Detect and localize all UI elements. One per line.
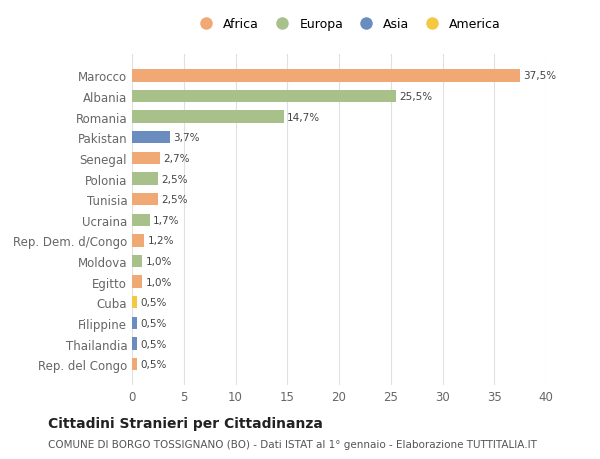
Bar [132, 214, 149, 226]
Bar [132, 276, 142, 288]
Text: 0,5%: 0,5% [140, 318, 167, 328]
Text: 1,0%: 1,0% [145, 277, 172, 287]
Bar [132, 338, 137, 350]
Bar [132, 255, 142, 268]
Text: 1,7%: 1,7% [152, 215, 179, 225]
Bar [132, 111, 284, 123]
Bar [132, 317, 137, 330]
Text: 2,5%: 2,5% [161, 195, 187, 205]
Text: 2,5%: 2,5% [161, 174, 187, 184]
Bar [132, 91, 396, 103]
Bar [132, 297, 137, 309]
Text: 1,2%: 1,2% [148, 236, 174, 246]
Legend: Africa, Europa, Asia, America: Africa, Europa, Asia, America [193, 18, 501, 31]
Bar [132, 152, 160, 165]
Bar [132, 70, 520, 83]
Text: 0,5%: 0,5% [140, 359, 167, 369]
Bar [132, 173, 158, 185]
Text: Cittadini Stranieri per Cittadinanza: Cittadini Stranieri per Cittadinanza [48, 416, 323, 430]
Text: 1,0%: 1,0% [145, 257, 172, 267]
Text: 25,5%: 25,5% [399, 92, 432, 102]
Text: COMUNE DI BORGO TOSSIGNANO (BO) - Dati ISTAT al 1° gennaio - Elaborazione TUTTIT: COMUNE DI BORGO TOSSIGNANO (BO) - Dati I… [48, 440, 537, 449]
Bar [132, 235, 145, 247]
Text: 3,7%: 3,7% [173, 133, 200, 143]
Bar [132, 132, 170, 144]
Text: 37,5%: 37,5% [523, 71, 556, 81]
Bar [132, 194, 158, 206]
Text: 2,7%: 2,7% [163, 154, 190, 163]
Text: 0,5%: 0,5% [140, 297, 167, 308]
Text: 14,7%: 14,7% [287, 112, 320, 123]
Text: 0,5%: 0,5% [140, 339, 167, 349]
Bar [132, 358, 137, 370]
